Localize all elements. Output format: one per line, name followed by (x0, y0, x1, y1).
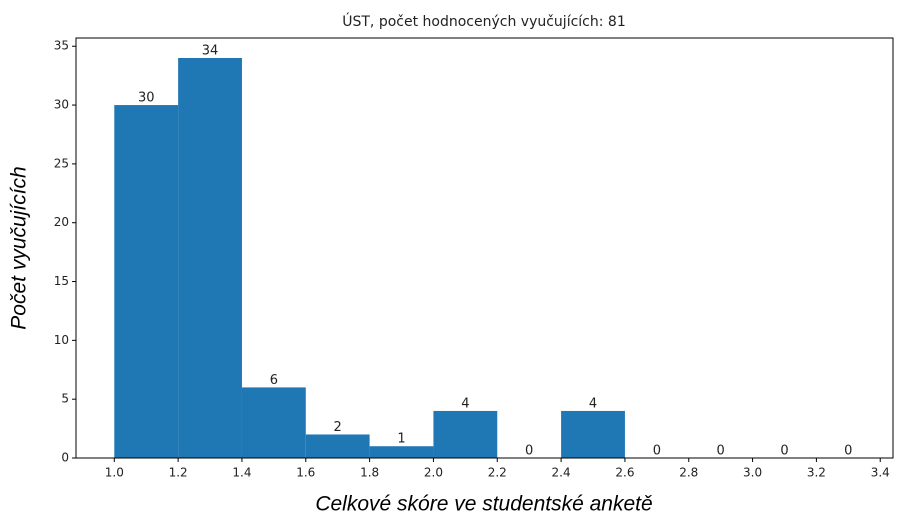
x-tick-label: 2.6 (615, 466, 634, 480)
bar-label: 0 (525, 444, 533, 459)
x-tick-label: 2.2 (488, 466, 507, 480)
y-tick-label: 10 (54, 333, 69, 347)
x-tick-label: 1.8 (360, 466, 379, 480)
y-tick-label: 20 (54, 215, 69, 229)
bar (305, 434, 370, 458)
bar-label: 1 (397, 432, 405, 447)
bar (369, 446, 434, 458)
chart-title: ÚST, počet hodnocených vyučujících: 81 (342, 12, 625, 30)
x-tick-label: 1.4 (232, 466, 251, 480)
plot-frame (75, 37, 894, 459)
x-tick-label: 1.2 (169, 466, 188, 480)
x-tick-label: 3.0 (743, 466, 762, 480)
x-axis-label: Celkové skóre ve studentské anketě (315, 493, 652, 516)
bar-label: 4 (589, 396, 597, 411)
bar (114, 105, 179, 458)
x-tick-label: 1.0 (105, 466, 124, 480)
bar (561, 410, 625, 458)
x-tick-label: 2.8 (679, 466, 698, 480)
bar-label: 30 (138, 91, 155, 106)
y-tick-label: 5 (61, 392, 69, 406)
bar-label: 2 (334, 420, 342, 435)
bar (241, 387, 306, 458)
bar-label: 4 (461, 396, 469, 411)
x-tick-label: 1.6 (296, 466, 315, 480)
x-tick-label: 3.4 (871, 466, 890, 480)
y-tick-label: 30 (54, 98, 69, 112)
bar-label: 34 (202, 44, 219, 59)
y-tick-label: 35 (54, 39, 69, 53)
y-tick-label: 15 (54, 274, 69, 288)
bar-label: 0 (717, 444, 725, 459)
x-tick-label: 3.2 (807, 466, 826, 480)
y-tick-label: 0 (61, 451, 69, 465)
bar (178, 58, 242, 458)
bar (433, 410, 498, 458)
bar-label: 0 (780, 444, 788, 459)
bar-label: 6 (270, 373, 278, 388)
x-tick-label: 2.4 (552, 466, 571, 480)
bar-label: 0 (844, 444, 852, 459)
y-axis-label: Počet vyučujících (8, 166, 31, 329)
bar-label: 0 (653, 444, 661, 459)
y-tick-label: 25 (54, 156, 69, 170)
x-tick-label: 2.0 (424, 466, 443, 480)
